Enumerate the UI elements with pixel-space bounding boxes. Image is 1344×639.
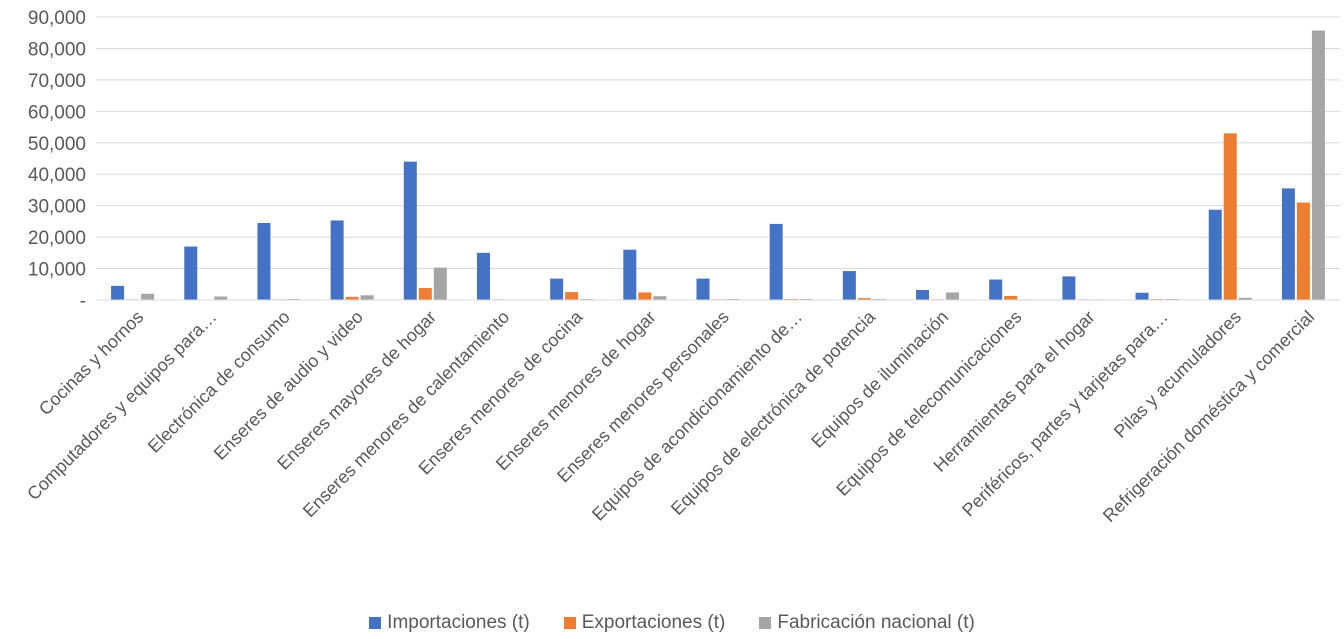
legend-label-exportaciones: Exportaciones (t): [581, 612, 726, 633]
bar: [653, 296, 667, 300]
bar: [1311, 30, 1325, 300]
bar: [257, 222, 271, 300]
bar: [141, 293, 155, 300]
legend-label-importaciones: Importaciones (t): [387, 612, 530, 633]
legend-item-exportaciones: Exportaciones (t): [563, 612, 726, 634]
y-tick-label: 50,000: [28, 134, 86, 155]
bar: [1223, 133, 1237, 300]
bar-chart: - 10,000 20,000 30,000 40,000 50,000 60,000 70,…: [23, 8, 1340, 526]
bar: [696, 278, 710, 300]
bar: [1296, 202, 1310, 300]
bar: [360, 295, 374, 300]
bar: [111, 285, 125, 300]
bar: [946, 292, 960, 300]
bars: [111, 30, 1325, 300]
legend-swatch-fabricacion: [759, 617, 772, 629]
y-tick-label: 80,000: [28, 39, 86, 60]
legend-swatch-importaciones: [369, 617, 382, 629]
bar: [769, 223, 783, 300]
bar: [1062, 276, 1076, 300]
bar: [842, 271, 856, 300]
y-tick-label: -: [80, 291, 86, 312]
bar: [403, 161, 417, 300]
y-tick-label: 40,000: [28, 165, 86, 186]
bar: [330, 220, 344, 300]
bar: [565, 292, 579, 300]
y-tick-label: 30,000: [28, 197, 86, 218]
x-tick-label: Electrónica de consumo: [144, 307, 294, 457]
gridlines: [96, 16, 1340, 270]
bar: [345, 296, 359, 300]
bar: [1281, 188, 1295, 300]
legend-label-fabricacion: Fabricación nacional (t): [777, 612, 975, 633]
bar: [1004, 295, 1018, 300]
bar: [214, 296, 228, 300]
bar: [857, 298, 871, 300]
y-tick-label: 10,000: [28, 260, 86, 281]
bar: [418, 288, 432, 300]
bar: [916, 289, 930, 300]
bar: [989, 279, 1003, 300]
bar: [476, 252, 490, 300]
y-tick-label: 60,000: [28, 102, 86, 123]
bar: [184, 246, 198, 300]
bar: [433, 267, 447, 300]
legend-item-importaciones: Importaciones (t): [369, 612, 530, 634]
x-tick-label: Enseres de audio y video: [210, 307, 367, 464]
bar: [638, 292, 652, 300]
bar: [550, 278, 564, 300]
bar: [623, 249, 637, 300]
y-tick-label: 20,000: [28, 228, 86, 249]
bar: [1208, 209, 1222, 300]
y-tick-label: 70,000: [28, 71, 86, 92]
legend: Importaciones (t) Exportaciones (t) Fabr…: [0, 612, 1344, 634]
legend-item-fabricacion: Fabricación nacional (t): [759, 612, 975, 634]
y-tick-label: 90,000: [28, 8, 86, 29]
x-tick-label: Equipos de iluminación: [807, 307, 952, 452]
x-tick-label: Pilas y acumuladores: [1110, 307, 1245, 442]
bar: [1135, 292, 1149, 300]
bar: [1238, 297, 1252, 300]
y-axis-ticks: - 10,000 20,000 30,000 40,000 50,000 60,000 70,…: [28, 8, 86, 312]
legend-swatch-exportaciones: [563, 617, 576, 629]
